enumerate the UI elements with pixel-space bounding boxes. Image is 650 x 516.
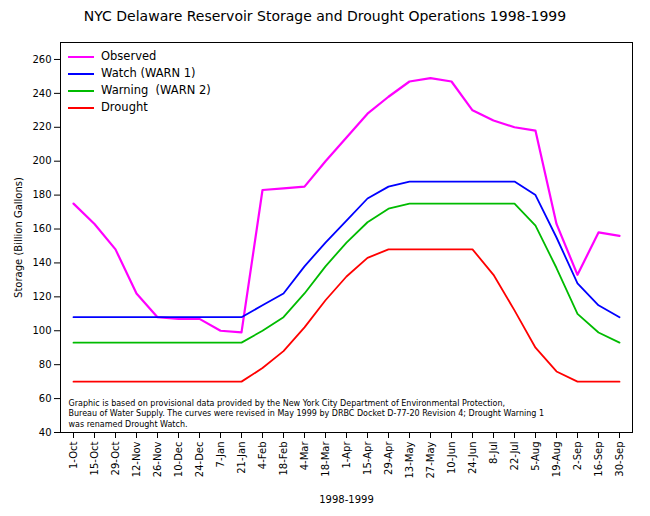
svg-text:26-Nov: 26-Nov [152, 441, 163, 477]
svg-text:Graphic is based on provisiona: Graphic is based on provisional data pro… [69, 399, 545, 429]
svg-text:1-Apr: 1-Apr [341, 441, 352, 469]
svg-text:Storage (Billion Gallons): Storage (Billion Gallons) [13, 177, 24, 298]
svg-text:80: 80 [39, 359, 52, 370]
svg-text:12-Nov: 12-Nov [131, 441, 142, 477]
svg-text:120: 120 [32, 291, 51, 302]
svg-text:24-Jun: 24-Jun [467, 442, 478, 475]
svg-text:60: 60 [39, 393, 52, 404]
svg-text:19-Aug: 19-Aug [551, 442, 562, 478]
svg-text:10-Jun: 10-Jun [446, 442, 457, 475]
svg-text:5-Aug: 5-Aug [530, 442, 541, 471]
svg-text:15-Apr: 15-Apr [362, 441, 373, 475]
svg-text:180: 180 [32, 189, 51, 200]
svg-text:100: 100 [32, 325, 51, 336]
svg-text:10-Dec: 10-Dec [173, 442, 184, 478]
svg-text:24-Dec: 24-Dec [194, 442, 205, 478]
svg-text:29-Oct: 29-Oct [110, 441, 121, 475]
svg-text:29-Apr: 29-Apr [383, 441, 394, 475]
svg-text:8-Jul: 8-Jul [488, 442, 499, 465]
svg-text:13-May: 13-May [404, 441, 415, 478]
svg-text:2-Sep: 2-Sep [572, 442, 583, 471]
svg-text:160: 160 [32, 223, 51, 234]
svg-text:260: 260 [32, 54, 51, 65]
svg-text:30-Sep: 30-Sep [614, 442, 625, 477]
svg-text:27-May: 27-May [425, 441, 436, 478]
svg-text:7-Jan: 7-Jan [215, 442, 226, 468]
svg-text:15-Oct: 15-Oct [89, 441, 100, 475]
svg-text:1998-1999: 1998-1999 [319, 494, 374, 505]
svg-text:18-Feb: 18-Feb [278, 442, 289, 476]
svg-text:4-Feb: 4-Feb [257, 442, 268, 470]
svg-text:220: 220 [32, 121, 51, 132]
svg-text:22-Jul: 22-Jul [509, 442, 520, 471]
svg-text:21-Jan: 21-Jan [236, 442, 247, 474]
svg-text:140: 140 [32, 257, 51, 268]
svg-text:16-Sep: 16-Sep [593, 442, 604, 477]
svg-text:1-Oct: 1-Oct [68, 441, 79, 469]
svg-text:40: 40 [39, 427, 52, 438]
svg-text:4-Mar: 4-Mar [299, 441, 310, 471]
svg-text:200: 200 [32, 155, 51, 166]
svg-text:18-Mar: 18-Mar [320, 441, 331, 477]
svg-text:240: 240 [32, 88, 51, 99]
